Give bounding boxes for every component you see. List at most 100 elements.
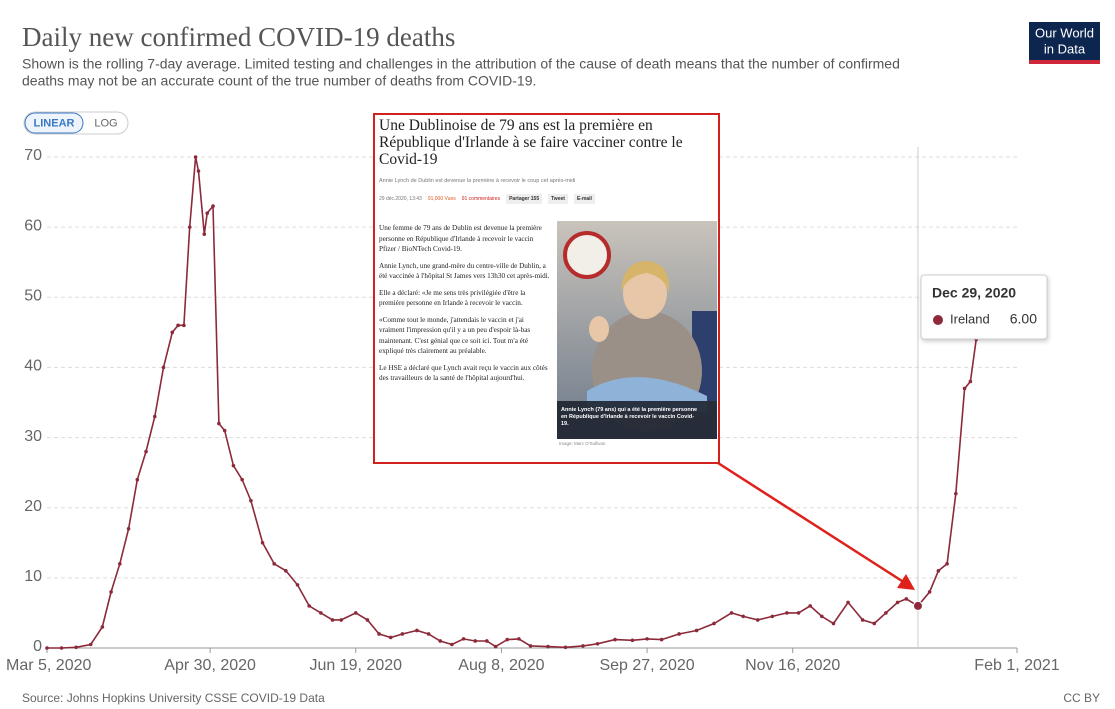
point — [231, 463, 236, 468]
photo — [557, 221, 717, 439]
point — [659, 637, 664, 642]
share-button[interactable]: Partager 155 — [506, 194, 543, 204]
tooltip-name: Ireland — [950, 311, 990, 326]
point — [904, 597, 909, 601]
caption-bg — [557, 401, 717, 439]
point — [45, 646, 49, 650]
point — [954, 491, 958, 496]
point — [694, 628, 699, 633]
logo-box — [1029, 22, 1100, 62]
point — [595, 641, 600, 646]
point — [712, 621, 716, 626]
point — [74, 645, 78, 650]
point — [872, 621, 877, 626]
face — [623, 267, 667, 319]
point — [563, 645, 568, 650]
y-tick-label: 10 — [24, 568, 42, 585]
point — [205, 211, 210, 215]
y-tick-label: 50 — [24, 288, 42, 305]
point — [770, 614, 775, 619]
tooltip-swatch — [933, 315, 943, 325]
arrow-line — [717, 461, 903, 583]
tooltip: Dec 29, 2020 Ireland 6.00 — [920, 274, 1048, 340]
paragraph: Annie Lynch, une grand-mère du centre-vi… — [379, 261, 550, 281]
linear-button[interactable] — [24, 112, 84, 134]
point — [645, 637, 649, 641]
point — [240, 477, 244, 482]
logo[interactable]: Our World in Data — [1029, 22, 1100, 64]
log-button[interactable]: LOG — [94, 117, 117, 129]
photo-caption: Annie Lynch (79 ans) qui a été la premiè… — [561, 407, 698, 427]
point — [126, 526, 131, 531]
point — [353, 611, 358, 615]
point — [217, 421, 221, 426]
title-line: Une Dublinoise de 79 ans est la première… — [379, 117, 653, 134]
point — [968, 379, 973, 384]
point — [895, 600, 900, 605]
point — [144, 449, 148, 454]
subtitle: deaths may not be an accurate count of t… — [22, 73, 536, 89]
title-line: République d'Irlande à se faire vacciner… — [379, 134, 683, 151]
arrow-head — [897, 574, 915, 590]
point — [388, 635, 393, 640]
point — [741, 614, 745, 619]
point — [796, 611, 801, 615]
point — [581, 644, 585, 648]
linear-label[interactable]: LINEAR — [34, 117, 75, 129]
tooltip-title: Dec 29, 2020 — [932, 285, 1016, 301]
logo-bar — [1029, 60, 1100, 64]
point — [377, 632, 381, 636]
point — [187, 225, 192, 229]
point — [927, 590, 932, 594]
point — [161, 365, 166, 370]
point — [330, 618, 335, 622]
point — [485, 639, 489, 643]
x-tick-label: Feb 1, 2021 — [974, 657, 1060, 674]
plot: 0 10 20 30 40 50 60 70 Mar 5, 2020 Apr 30, 2020 Ju… — [6, 147, 1060, 674]
scale-toggle: LINEAR LOG — [23, 111, 129, 135]
point — [461, 637, 466, 641]
point — [505, 637, 510, 642]
y-tick-label: 30 — [24, 428, 42, 445]
point — [307, 604, 311, 608]
point — [272, 562, 277, 566]
source: Source: Johns Hopkins University CSSE CO… — [22, 691, 325, 705]
byline: Annie Lynch de Dublin est devenue la pre… — [379, 178, 576, 184]
x-tick-label: Mar 5, 2020 — [6, 657, 91, 674]
hair — [621, 261, 670, 293]
point — [613, 637, 617, 642]
point — [517, 637, 521, 641]
date: 29 déc.2020, 13:43 — [379, 196, 422, 202]
point — [820, 614, 824, 619]
article-title: Une Dublinoise de 79 ans est la première… — [379, 117, 718, 168]
point — [202, 232, 207, 236]
paragraph: «Comme tout le monde, j'attendais le vac… — [379, 315, 531, 356]
point — [339, 618, 344, 622]
y-tick-label: 20 — [24, 498, 42, 515]
point — [59, 646, 64, 650]
point — [528, 644, 533, 648]
point — [152, 414, 157, 419]
point — [860, 618, 865, 622]
arrow — [717, 461, 915, 590]
point — [438, 639, 443, 643]
point — [260, 540, 265, 545]
logo-text: in Data — [1044, 41, 1086, 56]
tweet-button[interactable]: Tweet — [548, 194, 568, 204]
badge — [563, 231, 611, 279]
email-button[interactable]: E-mail — [573, 194, 595, 204]
point — [176, 323, 180, 328]
point — [755, 618, 760, 622]
chart-title: Daily new confirmed COVID-19 deaths — [22, 22, 455, 52]
point — [196, 169, 201, 173]
point — [400, 632, 405, 636]
views: 91,000 Vues — [427, 196, 456, 202]
point — [546, 644, 550, 649]
point — [426, 632, 431, 636]
paragraph: Elle a déclaré: «Je me sens très privilé… — [379, 288, 526, 308]
point — [182, 323, 186, 328]
point — [831, 621, 836, 626]
x-tick-label: Apr 30, 2020 — [164, 657, 256, 674]
tooltip-box — [920, 274, 1048, 340]
